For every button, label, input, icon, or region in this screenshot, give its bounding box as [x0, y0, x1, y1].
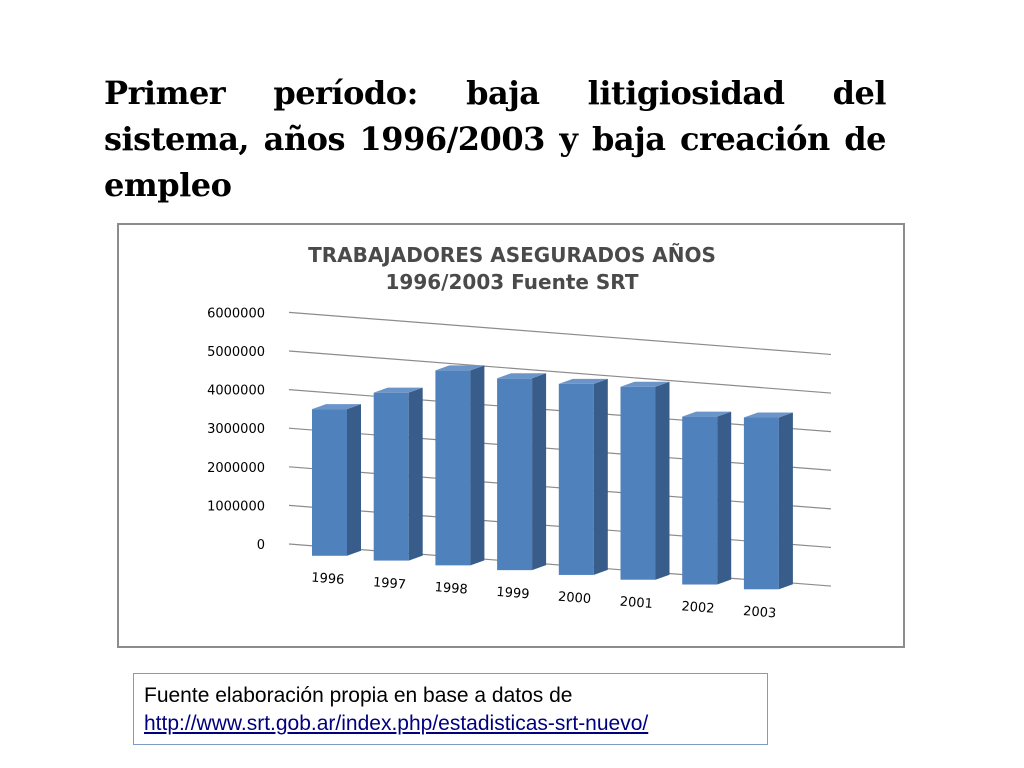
y-tick-label: 5000000 — [207, 345, 265, 360]
bar-side — [347, 404, 361, 556]
x-category-label: 2003 — [743, 604, 777, 621]
bar-side — [778, 412, 793, 590]
x-category-label: 1998 — [434, 580, 468, 597]
source-text: Fuente elaboración propia en base a dato… — [144, 684, 573, 707]
gridline — [288, 311, 832, 356]
x-category-label: 2002 — [681, 599, 715, 616]
x-category-label: 1997 — [372, 575, 406, 592]
bar-top — [373, 387, 423, 393]
bar-top — [558, 378, 608, 384]
x-category-label: 2000 — [557, 590, 591, 607]
bar-top — [743, 412, 793, 418]
y-tick-label: 4000000 — [207, 384, 265, 399]
bar-1998 — [435, 365, 485, 566]
bar-1999 — [497, 373, 547, 571]
bar-side — [593, 378, 608, 575]
y-tick-label: 2000000 — [207, 461, 265, 476]
bar-front — [435, 370, 471, 566]
chart-title-line: TRABAJADORES ASEGURADOS AÑOS — [308, 243, 716, 267]
bar-top — [435, 365, 485, 371]
bar-front — [497, 378, 533, 571]
bar-2000 — [558, 378, 608, 575]
bar-1997 — [373, 387, 423, 561]
bar-2003 — [743, 412, 793, 590]
bar-side — [408, 387, 423, 561]
bar-front — [620, 386, 656, 580]
x-category-label: 1999 — [496, 585, 530, 602]
chart-title-line: 1996/2003 Fuente SRT — [386, 270, 639, 294]
bar-1996 — [312, 404, 361, 556]
gridline — [288, 350, 832, 394]
bar-front — [558, 383, 594, 575]
bar-front — [373, 392, 409, 561]
bar-top — [312, 404, 361, 410]
y-tick-label: 1000000 — [207, 499, 265, 514]
bar-front — [682, 416, 718, 585]
bar-2002 — [682, 411, 732, 585]
chart: TRABAJADORES ASEGURADOS AÑOS 1996/2003 Fu… — [207, 243, 832, 622]
bar-top — [620, 381, 670, 387]
bar-side — [655, 381, 670, 580]
chart-frame: TRABAJADORES ASEGURADOS AÑOS 1996/2003 Fu… — [117, 223, 905, 648]
y-tick-label: 3000000 — [207, 422, 265, 437]
bar-side — [532, 373, 547, 571]
bar-front — [743, 417, 779, 590]
bar-2001 — [620, 381, 670, 580]
source-box: Fuente elaboración propia en base a dato… — [133, 673, 768, 745]
y-tick-label: 6000000 — [207, 306, 265, 321]
bar-side — [717, 411, 732, 585]
slide-title: Primer período: baja litigiosidad del si… — [104, 74, 887, 204]
x-category-label: 2001 — [619, 594, 653, 611]
bar-front — [312, 409, 347, 556]
y-tick-label: 0 — [257, 538, 265, 553]
bar-side — [470, 365, 485, 566]
x-category-label: 1996 — [311, 571, 345, 588]
bar-top — [497, 373, 547, 379]
bar-top — [682, 411, 732, 417]
source-link[interactable]: http://www.srt.gob.ar/index.php/estadist… — [144, 712, 649, 735]
